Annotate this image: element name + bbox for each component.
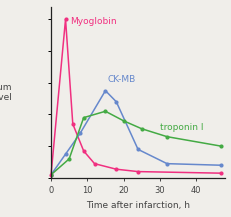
X-axis label: Time after infarction, h: Time after infarction, h (86, 201, 189, 210)
Text: Myoglobin: Myoglobin (70, 16, 116, 26)
Y-axis label: serum
level: serum level (0, 82, 12, 102)
Text: CK-MB: CK-MB (107, 75, 135, 84)
Text: troponin I: troponin I (159, 123, 202, 132)
